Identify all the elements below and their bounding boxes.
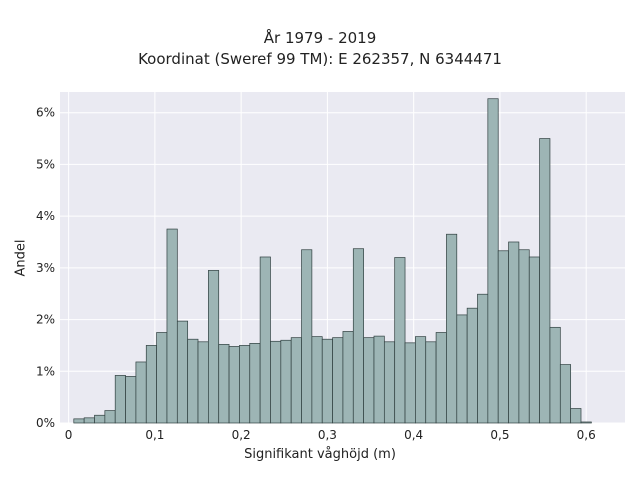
histogram-bar — [73, 418, 85, 424]
histogram-bar — [94, 414, 106, 424]
histogram-bar — [176, 320, 189, 424]
chart-subtitle: Koordinat (Sweref 99 TM): E 262357, N 63… — [138, 50, 502, 68]
histogram-bar — [342, 331, 354, 424]
histogram-bar — [404, 342, 416, 424]
histogram-bar — [301, 249, 313, 424]
histogram-bar — [383, 341, 396, 424]
histogram-bar — [435, 332, 447, 424]
histogram-bar — [466, 307, 478, 424]
histogram-bar — [518, 249, 530, 424]
x-tick-label: 0,6 — [577, 428, 596, 442]
x-tick-label: 0,2 — [232, 428, 251, 442]
histogram-bar — [156, 332, 168, 424]
y-tick-label: 3% — [36, 261, 55, 275]
histogram-bar — [559, 364, 572, 424]
histogram-bar — [114, 375, 126, 424]
x-tick-label: 0,3 — [318, 428, 337, 442]
y-tick-label: 0% — [36, 416, 55, 430]
histogram-bar — [508, 241, 520, 424]
x-tick-label: 0,1 — [145, 428, 164, 442]
y-tick-label: 4% — [36, 209, 55, 223]
histogram-bar — [166, 228, 178, 424]
chart-title: År 1979 - 2019 — [263, 29, 377, 47]
y-tick-label: 5% — [36, 157, 55, 171]
histogram-bar — [539, 138, 551, 424]
x-tick-label: 0,4 — [404, 428, 423, 442]
histogram-bar — [477, 293, 489, 424]
x-axis-label: Signifikant våghöjd (m) — [244, 447, 396, 462]
histogram-bar — [135, 361, 147, 424]
y-tick-label: 1% — [36, 364, 55, 378]
histogram-bar — [83, 417, 95, 424]
histogram-bar — [363, 337, 375, 424]
histogram-bar — [228, 346, 240, 424]
histogram-bar — [104, 410, 116, 424]
histogram-bar — [497, 250, 509, 424]
histogram-bar — [311, 336, 323, 424]
histogram-bar — [487, 98, 499, 424]
histogram-bar — [446, 233, 458, 424]
histogram-bar — [290, 337, 302, 424]
y-axis-label: Andel — [13, 239, 29, 277]
y-tick-label: 2% — [36, 313, 55, 327]
histogram-bar — [259, 256, 271, 424]
histogram-bar — [197, 341, 209, 424]
histogram-bar — [394, 257, 406, 424]
histogram-bar — [352, 248, 364, 424]
histogram-bar — [580, 421, 592, 424]
histogram-bar — [456, 314, 468, 424]
histogram-bar — [270, 340, 282, 424]
histogram-bar — [332, 337, 344, 424]
histogram-bar — [239, 345, 251, 424]
histogram-bar — [373, 335, 385, 424]
histogram-bar — [249, 343, 261, 424]
histogram-bar — [321, 338, 333, 424]
y-tick-label: 6% — [36, 106, 55, 120]
histogram-bar — [549, 326, 561, 424]
x-tick-label: 0,5 — [490, 428, 509, 442]
histogram-bar — [125, 376, 137, 424]
histogram-bar — [528, 256, 540, 424]
histogram-bar — [187, 338, 199, 424]
histogram-bar — [415, 336, 427, 424]
histogram-bar — [280, 339, 292, 424]
histogram-bar — [208, 270, 220, 424]
histogram-bar — [425, 341, 437, 424]
histogram-bar — [570, 408, 582, 424]
histogram-bar — [145, 345, 157, 424]
x-tick-label: 0 — [65, 428, 73, 442]
histogram-bar — [218, 344, 230, 424]
